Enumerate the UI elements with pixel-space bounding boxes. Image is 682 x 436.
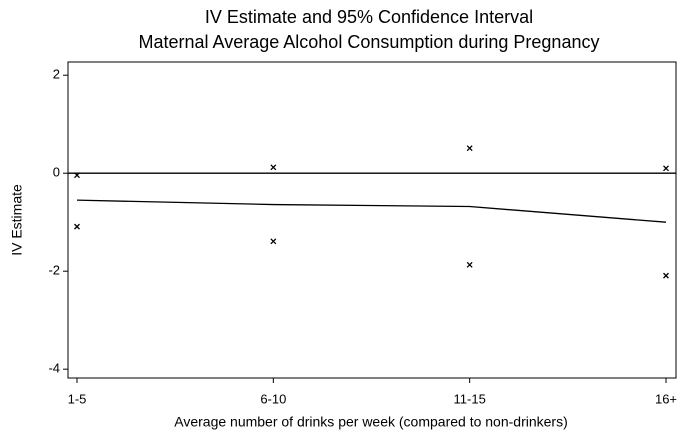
- ci-marker: [74, 223, 80, 230]
- y-tick-label: -4: [48, 361, 60, 376]
- x-tick-label: 11-15: [454, 391, 486, 406]
- estimate-line: [76, 199, 667, 223]
- ci-marker: [466, 145, 473, 152]
- chart-title: IV Estimate and 95% Confidence Interval: [205, 7, 533, 27]
- ci-marker: [663, 272, 669, 279]
- x-axis-label: Average number of drinks per week (compa…: [174, 414, 567, 430]
- ci-marker: [663, 165, 669, 172]
- ci-marker: [270, 238, 277, 245]
- x-tick-label: 6-10: [260, 391, 286, 406]
- ci-marker: [270, 164, 277, 171]
- ci-marker: [466, 261, 473, 268]
- y-tick-label: 0: [53, 165, 60, 180]
- y-axis-label: IV Estimate: [9, 184, 25, 256]
- y-tick-label: 2: [53, 67, 60, 82]
- x-tick-label: 16+: [655, 391, 677, 406]
- ci-marker: [74, 172, 80, 179]
- chart-subtitle: Maternal Average Alcohol Consumption dur…: [139, 32, 600, 52]
- plot-frame: [67, 61, 677, 379]
- y-tick-label: -2: [48, 263, 60, 278]
- x-tick-label: 1-5: [68, 391, 87, 406]
